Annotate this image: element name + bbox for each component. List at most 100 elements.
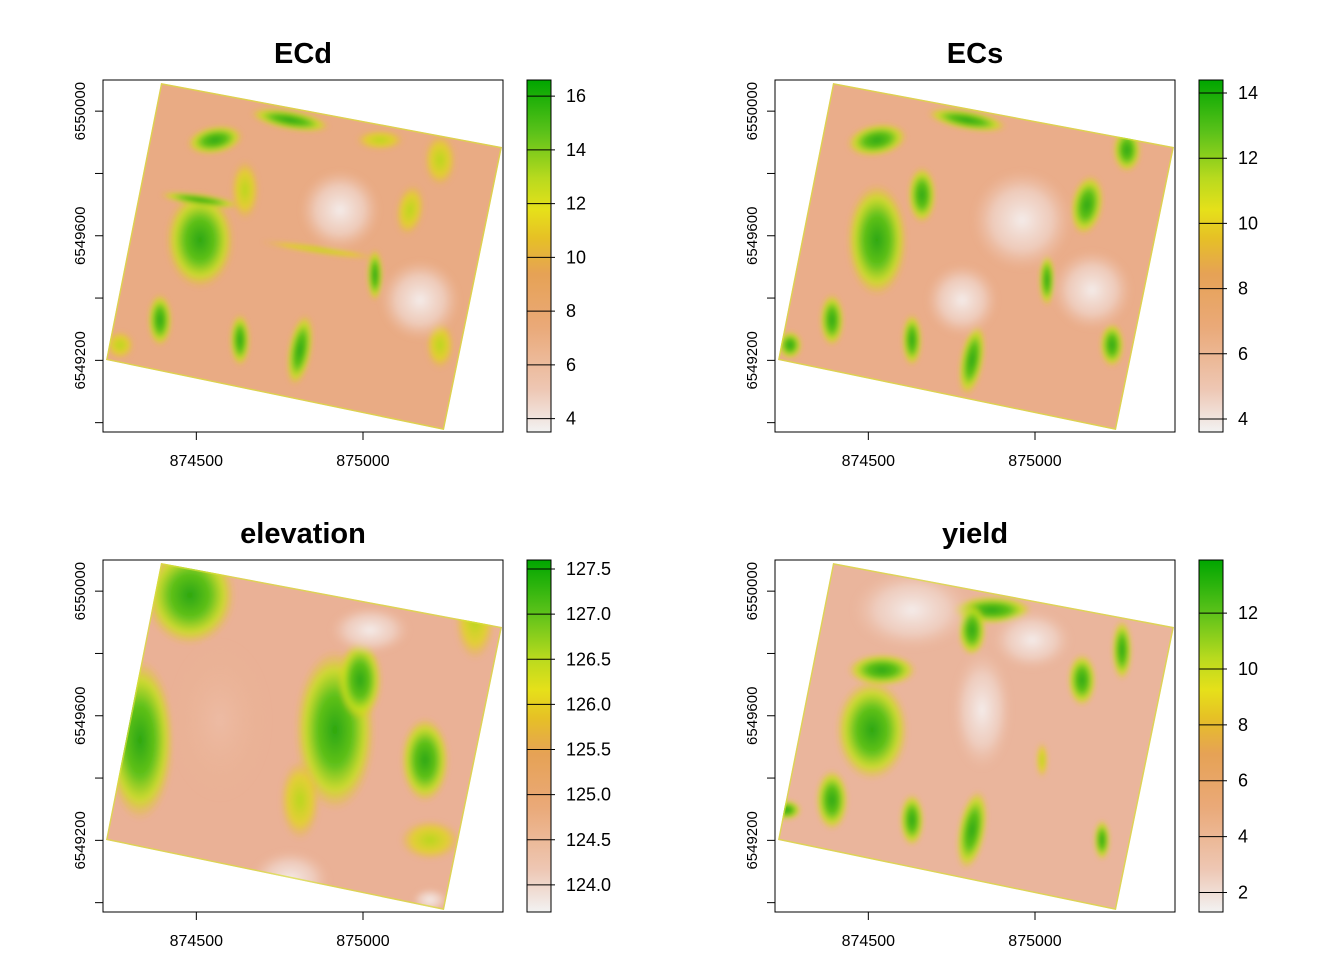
legend-colorbar — [1199, 560, 1223, 912]
raster-patch — [338, 640, 382, 720]
legend-tick-label: 8 — [1238, 715, 1248, 735]
map-panel-ecs: ECs 874500 875000 6550000 6549600 6549200 4 6 8 1… — [744, 38, 1258, 470]
raster-patch — [958, 324, 986, 396]
legend-tick-label: 10 — [566, 247, 586, 267]
legend-colorbar — [1199, 80, 1223, 432]
legend-tick-label: 127.0 — [566, 604, 611, 624]
legend-tick-label: 12 — [1238, 603, 1258, 623]
raster-patch — [160, 191, 240, 209]
y-tick-label: 6549200 — [72, 811, 89, 869]
raster-patch — [106, 331, 134, 359]
raster-patch — [956, 790, 988, 870]
x-tick-label: 875000 — [336, 933, 389, 950]
legend-colorbar — [527, 80, 551, 432]
legend-tick-label: 12 — [566, 194, 586, 214]
legend-tick-label: 6 — [566, 355, 576, 375]
raster-patch — [166, 192, 234, 288]
raster-field — [778, 563, 1174, 910]
raster-patch — [902, 314, 922, 366]
panel-title: ECs — [947, 38, 1003, 70]
raster-patch — [231, 160, 259, 220]
raster-patch — [1070, 175, 1104, 235]
legend-tick-label: 4 — [1238, 827, 1248, 847]
legend-tick-label: 6 — [1238, 344, 1248, 364]
raster-patch — [1100, 323, 1124, 367]
legend-tick-label: 125.0 — [566, 785, 611, 805]
x-tick-label: 874500 — [842, 933, 895, 950]
y-tick-label: 6550000 — [744, 82, 761, 140]
legend-tick-label: 10 — [1238, 213, 1258, 233]
y-tick-label: 6549200 — [744, 811, 761, 869]
legend-tick-label: 10 — [1238, 659, 1258, 679]
raster-patch — [380, 260, 460, 340]
panel-title: yield — [942, 518, 1008, 550]
legend-colorbar — [527, 560, 551, 912]
raster-field — [106, 563, 502, 910]
raster-patch — [1112, 620, 1132, 680]
raster-field — [778, 83, 1174, 430]
legend-frame — [1198, 559, 1224, 913]
legend-frame — [526, 79, 552, 433]
raster-patch — [187, 125, 243, 155]
y-tick-label: 6549600 — [72, 687, 89, 745]
legend-frame — [1198, 79, 1224, 433]
raster-patch — [1094, 820, 1110, 860]
legend-tick-label: 14 — [1238, 83, 1258, 103]
raster-patch — [816, 770, 848, 830]
y-tick-label: 6549600 — [744, 687, 761, 745]
raster-patch — [778, 800, 801, 820]
raster-patch — [400, 820, 460, 860]
raster-field — [106, 83, 502, 430]
raster-texture — [778, 107, 1141, 396]
y-tick-label: 6550000 — [72, 562, 89, 620]
raster-patch — [1052, 250, 1132, 330]
raster-patch — [778, 331, 802, 359]
raster-patch — [927, 107, 1007, 133]
raster-patch — [926, 264, 998, 336]
raster-patch — [230, 314, 250, 366]
raster-patch — [260, 240, 380, 260]
raster-patch — [148, 294, 172, 346]
raster-patch — [952, 650, 1012, 770]
plot-frame — [102, 559, 504, 913]
raster-patch — [992, 610, 1072, 670]
raster-patch — [280, 760, 320, 840]
raster-patch — [286, 314, 314, 386]
field-edge — [106, 563, 502, 910]
raster-patch — [900, 794, 924, 846]
legend-tick-label: 124.0 — [566, 875, 611, 895]
raster-patch — [847, 184, 907, 296]
legend-tick-label: 2 — [1238, 882, 1248, 902]
raster-texture — [778, 570, 1132, 870]
y-tick-label: 6549600 — [72, 207, 89, 265]
raster-patch — [847, 123, 907, 157]
x-tick-label: 874500 — [842, 453, 895, 470]
plot-frame — [102, 79, 504, 433]
raster-patch — [424, 134, 456, 186]
raster-patch — [395, 184, 425, 236]
legend-tick-label: 4 — [1238, 409, 1248, 429]
legend-tick-label: 125.5 — [566, 740, 611, 760]
legend-frame — [526, 559, 552, 913]
legend-tick-label: 126.5 — [566, 649, 611, 669]
legend-tick-label: 14 — [566, 140, 586, 160]
x-tick-label: 875000 — [1008, 453, 1061, 470]
x-tick-label: 875000 — [336, 453, 389, 470]
raster-base — [106, 83, 502, 430]
y-tick-label: 6550000 — [744, 562, 761, 620]
raster-patch — [367, 249, 383, 301]
raster-patch — [1113, 128, 1141, 172]
legend-tick-label: 8 — [566, 301, 576, 321]
legend-tick-label: 8 — [1238, 279, 1248, 299]
map-panel-ecd: ECd 874500 875000 6550000 6549600 6549200 4 6 8 1… — [72, 38, 586, 470]
raster-patch — [852, 570, 972, 650]
y-tick-label: 6550000 — [72, 82, 89, 140]
legend-tick-label: 12 — [1238, 148, 1258, 168]
legend-tick-label: 4 — [566, 409, 576, 429]
map-panel-elevation: elevation 874500 875000 6550000 6549600 65492… — [72, 518, 611, 950]
raster-patch — [820, 294, 844, 346]
raster-patch — [848, 654, 916, 686]
raster-patch — [170, 640, 270, 800]
plot-frame — [774, 79, 1176, 433]
